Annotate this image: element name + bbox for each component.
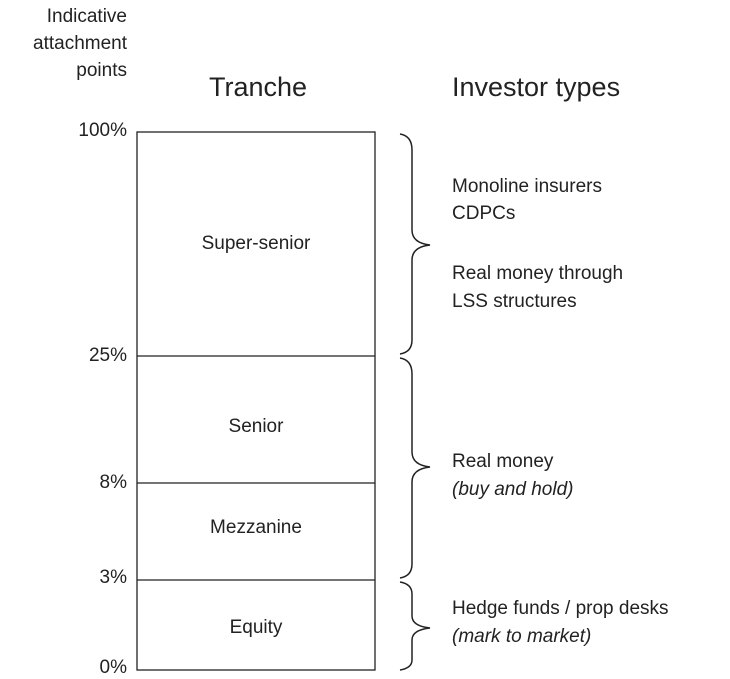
investor-text: CDPCs [452,203,515,224]
investor-text: Monoline insurers [452,176,602,197]
tranche-label: Equity [230,617,283,638]
attachment-label: 3% [100,567,128,588]
brace [399,357,431,579]
tranche-label: Mezzanine [210,517,302,538]
attachment-label: 8% [100,472,128,493]
heading: Investor types [452,72,620,102]
investor-text: (mark to market) [452,626,591,647]
brace [399,581,431,671]
attachment-label: 100% [78,120,127,141]
investor-text: Real money through [452,263,623,284]
investor-text: Hedge funds / prop desks [452,598,669,619]
brace [399,133,431,355]
axis-title: Indicative [47,6,127,27]
tranche-label: Super-senior [202,233,311,254]
tranche-box [136,131,376,671]
axis-title: attachment [33,33,128,54]
investor-text: LSS structures [452,291,577,312]
investor-text: (buy and hold) [452,479,573,500]
attachment-label: 0% [100,657,128,678]
axis-title: points [76,60,127,81]
heading: Tranche [209,72,307,102]
attachment-label: 25% [89,345,127,366]
investor-text: Real money [452,451,554,472]
tranche-label: Senior [229,416,285,437]
